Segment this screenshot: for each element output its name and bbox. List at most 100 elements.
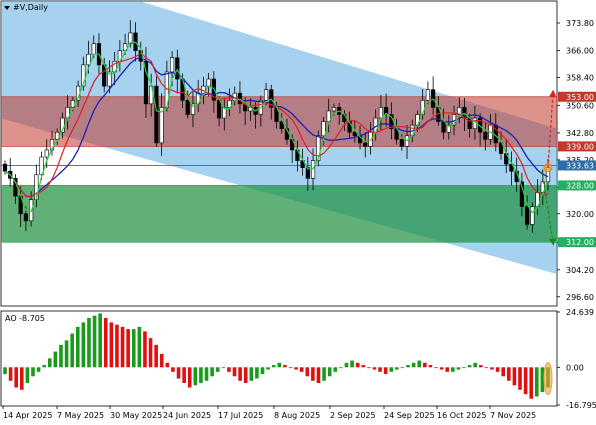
chart-title[interactable]: #V,Daily (4, 3, 48, 12)
ao-bar (495, 367, 500, 372)
buy-zone-rect (1, 185, 557, 243)
candle-body (133, 32, 138, 51)
ao-bar (535, 367, 539, 397)
ao-bar (271, 365, 276, 368)
ao-bar (232, 367, 237, 377)
ao-bar (148, 338, 153, 368)
ao-bar (215, 367, 220, 372)
ao-bar (255, 367, 259, 379)
date-tick-label: 7 Nov 2025 (490, 411, 536, 420)
ao-panel[interactable] (0, 310, 558, 407)
price-tick-label: 373.80 (566, 19, 594, 28)
ao-bar (501, 367, 506, 377)
candlestick-series (2, 20, 551, 233)
ao-bar (383, 367, 388, 375)
ao-bar (221, 367, 226, 369)
candle-body (154, 85, 159, 144)
ao-bar (277, 362, 282, 368)
date-tick-label: 17 Jul 2025 (218, 411, 263, 420)
ao-bar (451, 367, 455, 372)
candle-body (279, 121, 284, 129)
price-tick-label: 358.40 (566, 74, 594, 83)
ao-bar (204, 367, 209, 381)
candle-body (86, 53, 91, 66)
date-axis: 14 Apr 2025 7 May 2025 30 May 2025 24 Jun 2… (2, 406, 536, 420)
price-tick-label: 304.20 (566, 266, 594, 275)
ao-bar (14, 367, 18, 388)
price-level-label: 328.00 (566, 181, 594, 190)
ao-bar (59, 344, 63, 368)
price-level-badge (558, 180, 596, 191)
ao-bar (199, 367, 203, 384)
price-level-badge (558, 91, 596, 102)
ao-tick-label: 24.639 (566, 308, 594, 317)
ao-bar (344, 362, 349, 368)
candle-body (185, 100, 190, 115)
candle-body (498, 142, 504, 154)
ao-bar (3, 367, 7, 375)
candle-body (331, 107, 337, 112)
candle-body (216, 100, 222, 119)
ao-bar (8, 367, 13, 381)
ao-bar (367, 367, 371, 369)
ao-bar (467, 365, 472, 368)
date-tick-label: 24 Sep 2025 (384, 411, 435, 420)
ao-bar (131, 329, 136, 368)
ao-bar (53, 351, 58, 368)
ao-bar (361, 365, 366, 368)
date-tick-label: 2 Sep 2025 (330, 411, 376, 420)
ao-bar (372, 367, 377, 370)
ao-bar (540, 367, 545, 392)
ao-bar (249, 367, 254, 381)
triangle-down-icon[interactable] (4, 5, 10, 10)
ao-bar (507, 367, 511, 381)
candle-body (81, 64, 86, 87)
ao-label: AO -8.705 (5, 314, 45, 323)
candle-body (107, 71, 112, 87)
ao-bar (36, 367, 41, 372)
ao-bar (378, 367, 382, 372)
candle-body (321, 121, 326, 137)
ao-bar (182, 367, 186, 384)
ao-bar (456, 367, 461, 370)
ao-bar (137, 326, 142, 368)
candle-body (2, 163, 8, 172)
candle-body (305, 167, 310, 179)
price-level-label: 353.00 (566, 93, 594, 102)
candle-body (316, 135, 321, 161)
ao-bar (529, 367, 534, 399)
ao-bar (227, 367, 231, 372)
price-tick-label: 335.20 (566, 156, 594, 165)
price-tick-label: 366.00 (566, 47, 594, 56)
ao-bar (109, 322, 114, 368)
ao-tick-label: 0.00 (566, 363, 584, 372)
candle-body (530, 206, 535, 225)
ao-bar (406, 365, 410, 368)
ao-bar (355, 362, 360, 368)
price-panel[interactable] (0, 0, 558, 307)
candle-body (23, 213, 28, 222)
candle-body (143, 60, 149, 105)
ao-bar (417, 360, 422, 368)
ao-bar (473, 362, 478, 368)
ao-bar (92, 315, 97, 368)
price-level-label: 312.00 (566, 238, 594, 247)
price-tick-label: 320.00 (566, 210, 594, 219)
candle-body (159, 107, 164, 144)
price-tick-label: 342.80 (566, 129, 594, 138)
ao-bar (143, 331, 147, 368)
candle-body (347, 121, 352, 133)
candle-body (399, 139, 404, 147)
price-axis: 373.80366.00358.40350.60342.80335.20327.… (557, 19, 596, 302)
ao-bar (439, 367, 444, 370)
ao-bar (518, 367, 522, 390)
ao-bar (165, 362, 170, 368)
candle-body (263, 89, 269, 101)
ao-bar (434, 367, 438, 369)
ao-histogram (3, 313, 550, 399)
ao-bar (260, 367, 265, 375)
ao-bar (243, 367, 248, 384)
ao-bar (25, 367, 30, 384)
ao-bar (126, 329, 130, 368)
